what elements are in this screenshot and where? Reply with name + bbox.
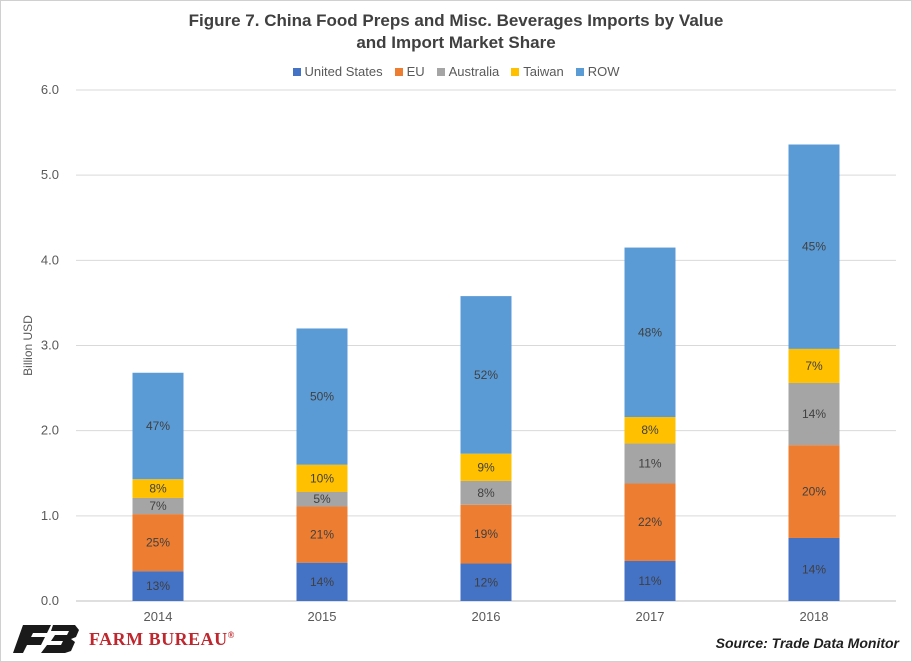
- data-label: 11%: [638, 456, 661, 470]
- bar-segment: [624, 417, 676, 444]
- data-label: 7%: [805, 359, 823, 373]
- title-line-1: Figure 7. China Food Preps and Misc. Bev…: [188, 11, 724, 30]
- stacked-bar-chart: 0.0 1.0 2.0 3.0 4.0 5.0 6.0 Billion USD 13% 25% 7%…: [21, 82, 896, 621]
- bar-segment: [460, 453, 512, 481]
- bar-segment: [624, 443, 676, 484]
- legend-item: United States: [292, 64, 383, 79]
- y-tick-label: 3.0: [41, 338, 59, 353]
- bar-segment: [624, 560, 676, 601]
- bar-segment: [460, 296, 512, 454]
- y-axis-label: Billion USD: [21, 315, 35, 376]
- bar-segment: [296, 562, 348, 601]
- bar-segment: [132, 372, 184, 480]
- y-tick-label: 5.0: [41, 167, 59, 182]
- logo-wordmark: FARM BUREAU®: [89, 628, 235, 649]
- data-label: 21%: [310, 528, 334, 542]
- legend-label: United States: [304, 64, 383, 79]
- x-tick-label: 2015: [308, 609, 337, 621]
- data-label: 47%: [146, 419, 170, 433]
- data-label: 48%: [638, 325, 662, 339]
- data-label: 52%: [474, 368, 498, 382]
- legend-label: EU: [406, 64, 425, 79]
- legend-item: Taiwan: [511, 64, 564, 79]
- bar-segment: [296, 464, 348, 492]
- data-label: 11%: [638, 574, 661, 588]
- legend-swatch: [394, 67, 403, 76]
- y-tick-label: 2.0: [41, 423, 59, 438]
- data-label: 22%: [638, 515, 662, 529]
- farm-bureau-logo: FARM BUREAU®: [11, 623, 235, 655]
- data-label: 19%: [474, 527, 498, 541]
- legend-swatch: [511, 67, 520, 76]
- y-tick-label: 1.0: [41, 508, 59, 523]
- bar-segment: [296, 328, 348, 465]
- data-label: 9%: [477, 460, 495, 474]
- x-tick-label: 2017: [636, 609, 665, 621]
- data-label: 14%: [802, 562, 826, 576]
- y-tick-label: 0.0: [41, 593, 59, 608]
- bar-segment: [788, 144, 840, 349]
- bar-segment: [132, 479, 184, 498]
- data-label: 8%: [477, 486, 495, 500]
- data-label: 8%: [149, 482, 167, 496]
- bar-segment: [296, 506, 348, 563]
- bar-segment: [132, 514, 184, 572]
- data-label: 14%: [310, 575, 334, 589]
- bar-segment: [132, 497, 184, 515]
- data-label: 7%: [149, 499, 167, 513]
- bar-segment: [460, 563, 512, 601]
- bar-segment: [788, 348, 840, 383]
- title-line-2: and Import Market Share: [356, 33, 556, 52]
- legend-swatch: [575, 67, 584, 76]
- data-label: 10%: [310, 471, 334, 485]
- legend-label: Taiwan: [523, 64, 564, 79]
- data-label: 14%: [802, 407, 826, 421]
- data-label: 50%: [310, 390, 334, 404]
- data-label: 20%: [802, 485, 826, 499]
- chart-legend: United States EU Australia Taiwan ROW: [1, 64, 911, 79]
- legend-item: ROW: [575, 64, 620, 79]
- fb-logo-icon: [13, 625, 79, 653]
- data-label: 12%: [474, 575, 498, 589]
- legend-item: EU: [394, 64, 425, 79]
- data-label: 5%: [313, 492, 331, 506]
- chart-title: Figure 7. China Food Preps and Misc. Bev…: [1, 10, 911, 54]
- legend-swatch: [436, 67, 445, 76]
- bar-segment: [132, 571, 184, 601]
- bar-segment: [296, 491, 348, 507]
- source-note: Source: Trade Data Monitor: [715, 635, 899, 651]
- bar-segment: [624, 247, 676, 418]
- data-label: 25%: [146, 536, 170, 550]
- bar-segment: [788, 382, 840, 446]
- x-tick-label: 2014: [144, 609, 173, 621]
- y-tick-label: 4.0: [41, 252, 59, 267]
- data-label: 45%: [802, 240, 826, 254]
- bar-segment: [788, 537, 840, 601]
- legend-swatch: [292, 67, 301, 76]
- legend-label: ROW: [587, 64, 620, 79]
- y-tick-label: 6.0: [41, 82, 59, 97]
- bar-segment: [624, 483, 676, 561]
- bar-segment: [460, 480, 512, 505]
- data-label: 8%: [641, 423, 659, 437]
- legend-item: Australia: [436, 64, 500, 79]
- bar-segment: [788, 445, 840, 538]
- legend-label: Australia: [448, 64, 500, 79]
- x-tick-label: 2016: [472, 609, 501, 621]
- bar-segment: [460, 504, 512, 564]
- data-label: 13%: [146, 579, 170, 593]
- x-tick-label: 2018: [800, 609, 829, 621]
